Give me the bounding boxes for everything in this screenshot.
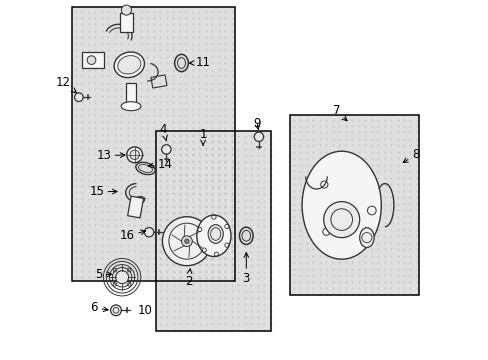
Circle shape (87, 56, 96, 64)
Ellipse shape (118, 55, 141, 74)
Text: 7: 7 (332, 104, 346, 121)
Ellipse shape (114, 52, 144, 78)
Text: 11: 11 (189, 57, 210, 69)
Ellipse shape (196, 215, 230, 256)
Text: 13: 13 (96, 149, 125, 162)
Circle shape (115, 271, 128, 284)
Circle shape (144, 228, 153, 237)
Text: 14: 14 (148, 158, 173, 171)
Bar (120, 13, 133, 32)
Text: 12: 12 (56, 76, 76, 93)
Text: 1: 1 (199, 128, 206, 145)
Circle shape (130, 150, 139, 159)
Text: 15: 15 (89, 185, 117, 198)
Ellipse shape (302, 151, 381, 259)
Bar (289, 115, 418, 295)
Circle shape (184, 239, 189, 243)
Text: 10: 10 (138, 304, 153, 317)
Bar (151, 75, 166, 88)
Text: 6: 6 (90, 301, 108, 314)
Circle shape (254, 132, 263, 141)
Bar (82, 52, 104, 68)
Circle shape (126, 147, 142, 163)
Circle shape (75, 93, 83, 102)
Circle shape (323, 202, 359, 238)
Text: 4: 4 (160, 123, 167, 140)
Circle shape (110, 305, 121, 316)
Text: 5: 5 (95, 268, 111, 281)
Text: 16: 16 (120, 229, 145, 242)
Circle shape (121, 5, 131, 15)
Text: 3: 3 (242, 253, 249, 285)
Text: 8: 8 (403, 148, 418, 162)
Text: 2: 2 (184, 269, 192, 288)
Bar (72, 7, 235, 281)
Ellipse shape (359, 228, 373, 247)
Text: 9: 9 (253, 117, 260, 130)
Circle shape (162, 217, 211, 266)
Bar (156, 131, 271, 331)
Circle shape (162, 145, 171, 154)
Bar (72, 7, 235, 281)
Circle shape (181, 236, 192, 247)
Bar (156, 131, 271, 331)
Bar (127, 196, 143, 218)
Ellipse shape (121, 102, 141, 111)
Ellipse shape (208, 225, 223, 243)
Bar (289, 115, 418, 295)
Bar (125, 83, 136, 104)
